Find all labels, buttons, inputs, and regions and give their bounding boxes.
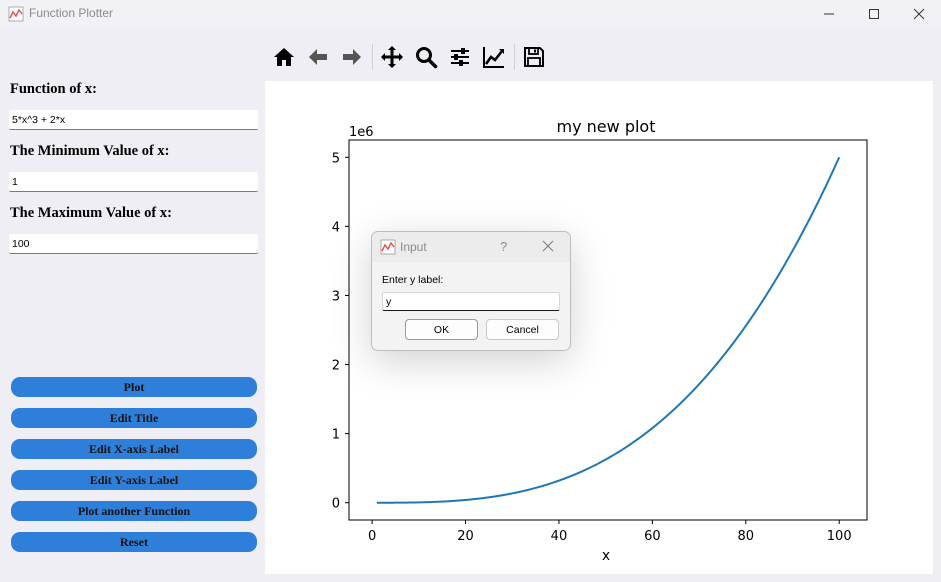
y-label-input[interactable]: [382, 292, 560, 311]
max-value-label: The Maximum Value of x:: [10, 205, 172, 221]
edit-x-axis-label-button[interactable]: Edit X-axis Label: [11, 439, 257, 459]
y-offset-text: 1e6: [349, 125, 374, 140]
configure-subplots-button[interactable]: [444, 40, 476, 74]
zoom-icon: [416, 47, 438, 69]
save-icon: [524, 47, 544, 67]
back-icon: [309, 49, 327, 65]
line-chart-icon: [380, 239, 396, 255]
back-button[interactable]: [302, 40, 334, 74]
line-chart: my new plot 1e6 0 20 40 60 80 100 0 1 2 3 4 5 x: [332, 117, 868, 564]
pan-button[interactable]: [376, 40, 408, 74]
close-icon[interactable]: [542, 240, 554, 252]
edit-axis-icon: [483, 47, 504, 68]
minimize-icon: [824, 13, 834, 15]
y-tick-label: 4: [332, 220, 340, 235]
y-ticks: 0 1 2 3 4 5: [332, 151, 349, 512]
save-button[interactable]: [518, 40, 550, 74]
plot-button[interactable]: Plot: [11, 377, 257, 397]
forward-button[interactable]: [336, 40, 368, 74]
reset-button[interactable]: Reset: [11, 532, 257, 552]
y-tick-label: 0: [332, 497, 340, 512]
plot-canvas[interactable]: my new plot 1e6 0 20 40 60 80 100 0 1 2 3 4 5 x: [265, 81, 933, 574]
x-tick-label: 60: [644, 529, 661, 544]
title-bar: Function Plotter: [0, 0, 941, 28]
cancel-button[interactable]: Cancel: [486, 319, 559, 340]
pan-icon: [381, 46, 403, 68]
plot-another-function-button[interactable]: Plot another Function: [11, 501, 257, 521]
home-icon: [274, 48, 294, 66]
toolbar-separator: [372, 44, 373, 70]
forward-icon: [343, 49, 361, 65]
maximize-button[interactable]: [851, 0, 897, 28]
edit-axis-button[interactable]: [478, 40, 510, 74]
edit-y-axis-label-button[interactable]: Edit Y-axis Label: [11, 470, 257, 490]
minimize-button[interactable]: [806, 0, 852, 28]
y-tick-label: 1: [332, 428, 340, 443]
axes-frame: [348, 139, 868, 521]
close-icon: [913, 8, 925, 20]
function-input[interactable]: [9, 110, 258, 130]
x-ticks: 0 20 40 60 80 100: [368, 520, 852, 544]
ok-button[interactable]: OK: [405, 319, 478, 340]
home-button[interactable]: [268, 40, 300, 74]
dialog-prompt: Enter y label:: [382, 274, 444, 286]
y-tick-label: 5: [332, 151, 340, 166]
min-value-input[interactable]: [9, 172, 258, 192]
toolbar-separator: [514, 44, 515, 70]
close-button[interactable]: [896, 0, 941, 28]
x-axis-label: x: [602, 548, 610, 564]
x-tick-label: 40: [551, 529, 568, 544]
function-label: Function of x:: [10, 81, 97, 97]
x-tick-label: 80: [738, 529, 755, 544]
window-title: Function Plotter: [29, 6, 114, 20]
min-value-label: The Minimum Value of x:: [10, 143, 170, 159]
dialog-title-bar: Input ?: [372, 232, 570, 262]
maximize-icon: [869, 9, 879, 19]
max-value-input[interactable]: [9, 234, 258, 254]
chart-title: my new plot: [557, 117, 656, 136]
edit-title-button[interactable]: Edit Title: [11, 408, 257, 428]
x-tick-label: 20: [457, 529, 474, 544]
configure-subplots-icon: [451, 48, 469, 66]
zoom-button[interactable]: [410, 40, 442, 74]
x-tick-label: 0: [368, 529, 376, 544]
y-tick-label: 2: [332, 359, 340, 374]
x-tick-label: 100: [827, 529, 852, 544]
series-line-0: [376, 156, 841, 504]
y-tick-label: 3: [332, 289, 340, 304]
help-button[interactable]: ?: [500, 239, 508, 254]
series-group: [376, 156, 841, 504]
line-chart-icon: [8, 6, 24, 22]
input-dialog: Input ? Enter y label: OK Cancel: [371, 231, 571, 351]
dialog-title: Input: [400, 240, 427, 254]
